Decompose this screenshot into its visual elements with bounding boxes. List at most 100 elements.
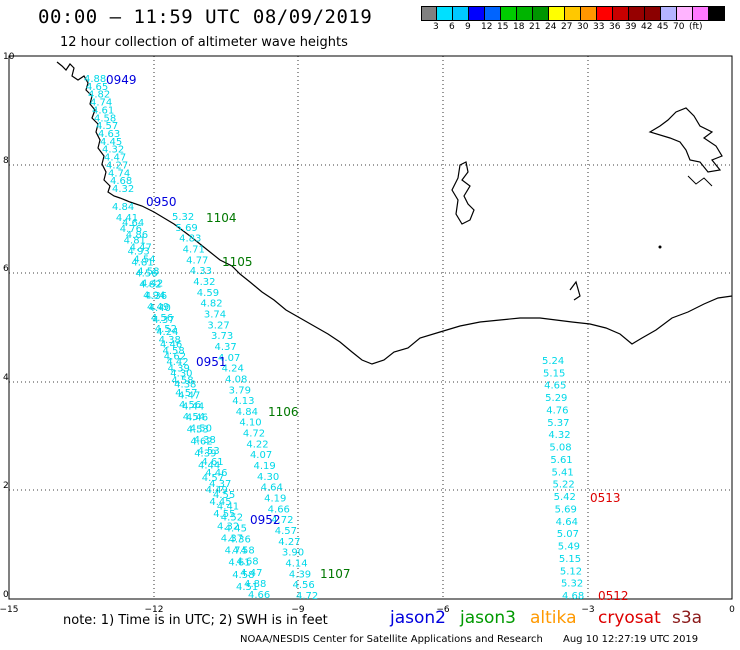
wave-height-west-b: 4.86: [126, 230, 148, 241]
x-tick-label: −3: [581, 605, 594, 615]
legend-swatch-pink: [677, 6, 693, 21]
legend-label: 70: [673, 22, 685, 32]
wave-height-north: 4.27: [106, 160, 128, 171]
wave-height-mid: 4.77: [186, 255, 208, 266]
legend-swatch-green: [501, 6, 517, 21]
wave-height-mid: 4.30: [257, 472, 279, 483]
wave-height-mid: 4.72: [243, 429, 265, 440]
pass-time-0949: 0949: [106, 73, 137, 87]
wave-height-east: 5.15: [559, 554, 581, 565]
satellite-altika: altika: [530, 608, 577, 628]
wave-height-west-b: 4.39: [168, 364, 190, 375]
wave-height-east: 5.08: [549, 443, 571, 454]
inland-lake-east: [648, 107, 723, 173]
legend-swatch-black: [709, 6, 725, 21]
axis-ticks: −15 −12 −9 −6 −3 0 10 8 6 4 2 0: [0, 52, 735, 615]
pass-time-1106: 1106: [268, 405, 299, 419]
wave-height-west-a: 4.50: [190, 424, 212, 435]
wave-height-west-a: 4.45: [225, 523, 247, 534]
wave-height-west-b: 4.44: [198, 461, 220, 472]
wave-height-mid: 4.82: [200, 299, 222, 310]
legend-label: 24: [545, 22, 557, 32]
legend-swatch-mid-green: [517, 6, 533, 21]
wave-height-west-a: 4.38: [194, 435, 216, 446]
wave-height-east: 4.76: [546, 405, 568, 416]
legend-label: 12: [481, 22, 493, 32]
legend-swatch-maroon: [629, 6, 645, 21]
wave-height-west-b: 4.45: [209, 497, 231, 508]
legend-swatch-blue: [469, 6, 485, 21]
wave-height-west-a: 4.93: [128, 246, 150, 257]
wave-height-west-a: 4.88: [244, 579, 266, 590]
wave-height-mid: 4.84: [236, 407, 258, 418]
y-tick-label: 0: [3, 590, 9, 600]
satellite-jason2: jason2: [390, 608, 446, 628]
wave-height-north: 4.74: [108, 168, 130, 179]
credit-line: NOAA/NESDIS Center for Satellite Applica…: [240, 634, 543, 645]
wave-height-east: 5.37: [547, 418, 569, 429]
wave-height-mid: 4.71: [183, 244, 205, 255]
wave-height-west-b: 4.47: [130, 242, 152, 253]
legend-label: 42: [641, 22, 653, 32]
wave-height-east: 5.24: [542, 356, 564, 367]
coastline-west-africa: [56, 61, 733, 365]
wave-height-north: 4.58: [94, 113, 116, 124]
wave-height-west-a: 4.47: [178, 390, 200, 401]
wave-height-east: 5.41: [551, 467, 573, 478]
legend-label: 45: [657, 22, 669, 32]
wave-height-mid: 4.19: [264, 494, 286, 505]
wave-height-west-a: 4.61: [201, 457, 223, 468]
wave-height-west-a: 4.49: [147, 302, 169, 313]
footnote: note: 1) Time is in UTC; 2) SWH is in fe…: [63, 613, 328, 628]
legend-swatch-yellow: [549, 6, 565, 21]
legend-swatch-dark-red: [645, 6, 661, 21]
legend-swatch-red: [597, 6, 613, 21]
inland-lake-west: [451, 161, 475, 225]
wave-height-west-b: 4.39: [194, 449, 216, 460]
x-tick-label: −6: [436, 605, 450, 615]
legend-swatch-gray: [421, 6, 437, 21]
wave-height-north: 4.88: [84, 74, 106, 85]
legend-label: 39: [625, 22, 637, 32]
wave-height-west-b: 4.49: [206, 485, 228, 496]
wave-height-mid: 4.37: [215, 342, 237, 353]
island-dot: [658, 245, 662, 249]
wave-height-west-a: 4.68: [236, 557, 258, 568]
wave-height-west-b: 4.32: [217, 521, 239, 532]
wave-height-east: 4.65: [544, 381, 566, 392]
wave-height-east: 5.15: [543, 368, 565, 379]
satellite-s3a: s3a: [672, 608, 703, 628]
wave-height-west-b: 4.61: [228, 558, 250, 569]
legend-label: 3: [433, 22, 439, 32]
wave-height-north: 4.47: [104, 153, 126, 164]
wave-height-west-a: 4.52: [155, 324, 177, 335]
wave-height-west-b: 4.55: [213, 509, 235, 520]
wave-height-mid: 4.14: [285, 559, 307, 570]
wave-height-north: 4.65: [86, 82, 108, 93]
wave-height-west-b: 4.57: [202, 473, 224, 484]
wave-height-mid: 4.57: [275, 526, 297, 537]
legend-swatch-cyan: [437, 6, 453, 21]
x-tick-label: −12: [145, 605, 164, 615]
x-tick-label: −9: [291, 605, 305, 615]
wave-height-west-b: 4.58: [171, 376, 193, 387]
wave-height-north: 4.63: [98, 129, 120, 140]
pass-time-0951: 0951: [196, 355, 227, 369]
pass-time-1104: 1104: [206, 211, 237, 225]
wave-height-west-a: 4.30: [170, 368, 192, 379]
pass-time-labels: 0949 0950 0951 0952 1104 1105 1106 1107 0513 0512: [106, 73, 629, 603]
wave-height-west-a: 4.38: [174, 379, 196, 390]
wave-height-mid: 4.07: [218, 353, 240, 364]
inland-river: [687, 175, 713, 187]
generated-timestamp: Aug 10 12:27:19 UTC 2019: [563, 634, 699, 645]
wave-height-west-a: 4.58: [232, 546, 254, 557]
wave-height-east: 5.69: [555, 504, 577, 515]
legend-swatch-orange: [581, 6, 597, 21]
wave-height-mid: 4.39: [289, 569, 311, 580]
pass-time-0512: 0512: [598, 589, 629, 603]
map-title: 00:00 – 11:59 UTC 08/09/2019: [38, 6, 373, 28]
wave-height-east: 5.29: [545, 393, 567, 404]
legend-label: 18: [513, 22, 525, 32]
wave-height-mid: 3.90: [282, 548, 304, 559]
wave-height-east: 5.49: [558, 542, 580, 553]
